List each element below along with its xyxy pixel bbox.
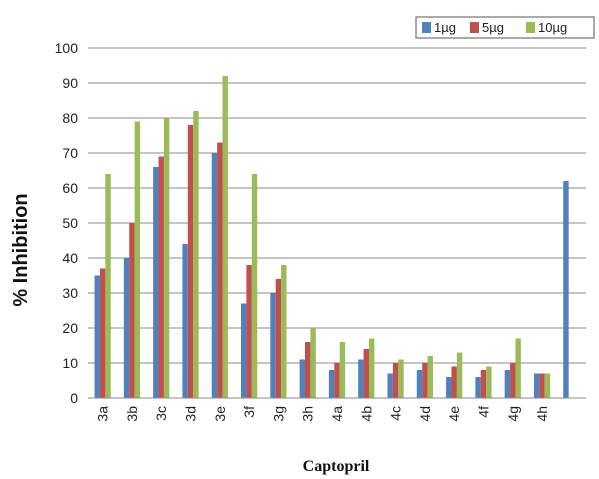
bar [153, 167, 159, 398]
bar [446, 377, 452, 398]
bar [339, 342, 346, 398]
bar [299, 359, 306, 398]
bar [334, 363, 340, 398]
bar [363, 349, 369, 398]
bar [182, 244, 188, 398]
y-tick-label: 60 [62, 180, 78, 196]
x-tick-labels: 3a 3b 3c 3d 3e 3f 3g 3h 4a 4b 4c 4d 4e 4f 4g 4h [95, 406, 550, 422]
bar [305, 342, 311, 398]
x-tick-label: 4d [417, 406, 433, 422]
bar [539, 373, 545, 398]
x-tick-label: 4b [358, 406, 374, 422]
bar [510, 363, 516, 398]
bar [134, 121, 141, 398]
bar [211, 153, 218, 398]
bar [387, 373, 393, 398]
x-tick-label: 3f [241, 406, 257, 418]
y-tick-label: 90 [62, 75, 78, 91]
bars [94, 76, 569, 398]
bar [158, 156, 164, 398]
bar [398, 359, 404, 398]
bar [281, 265, 287, 398]
x-tick-label: 4f [475, 406, 491, 418]
bar [456, 352, 463, 398]
bar [94, 275, 100, 398]
x-tick-label: 4e [446, 406, 462, 422]
legend-label: 10µg [538, 20, 567, 35]
bar [99, 268, 106, 398]
x-tick-label: 3e [212, 406, 228, 422]
x-tick-label: 3d [183, 406, 199, 422]
bar [563, 181, 569, 398]
bar [241, 303, 247, 398]
x-tick-label: 3b [124, 406, 140, 422]
bar [368, 338, 375, 398]
legend-box [415, 16, 595, 39]
bar [163, 118, 170, 398]
x-tick-label: 4h [534, 406, 550, 422]
bar [515, 338, 521, 398]
y-tick-label: 30 [62, 285, 78, 301]
x-tick-label: 4g [505, 406, 521, 422]
y-tick-label: 40 [62, 250, 78, 266]
bar [504, 370, 511, 398]
bar [123, 258, 130, 398]
y-tick-label: 20 [62, 320, 78, 336]
y-tick-label: 10 [62, 355, 78, 371]
x-tick-label: 3a [95, 406, 111, 422]
y-tick-label: 80 [62, 110, 78, 126]
bar [480, 370, 487, 398]
bar [105, 174, 111, 398]
y-tick-label: 70 [62, 145, 78, 161]
y-tick-labels: 0 10 20 30 40 50 60 70 80 90 100 [55, 40, 79, 406]
bar [416, 370, 423, 398]
bar [187, 125, 194, 398]
bar [193, 111, 199, 398]
bar [486, 366, 492, 398]
x-axis-label: Captopril [303, 458, 370, 475]
bar [310, 328, 316, 398]
bar [251, 174, 258, 398]
bar [275, 279, 282, 398]
x-tick-label: 3g [270, 406, 286, 422]
legend: 1µg 5µg 10µg [415, 16, 595, 39]
bar [270, 293, 276, 398]
y-tick-label: 0 [70, 390, 78, 406]
x-tick-label: 3c [153, 406, 169, 421]
bar [544, 373, 551, 398]
legend-swatch [422, 22, 431, 33]
bar [427, 356, 433, 398]
legend-swatch [526, 22, 535, 33]
bar [246, 265, 252, 398]
y-axis-label: % Inhibition [10, 193, 32, 306]
x-tick-label: 3h [300, 406, 316, 422]
bar [533, 373, 540, 398]
x-tick-label: 4a [329, 406, 345, 422]
legend-label: 1µg [434, 20, 456, 35]
bar [422, 363, 428, 398]
x-tick-label: 4c [388, 406, 404, 421]
bar [217, 142, 223, 398]
bar [222, 76, 228, 398]
bar [328, 370, 335, 398]
bar [392, 363, 399, 398]
bar [475, 377, 481, 398]
bar [358, 359, 364, 398]
bar [129, 223, 135, 398]
legend-label: 5µg [482, 20, 504, 35]
gridlines [88, 47, 586, 399]
legend-swatch [470, 22, 479, 33]
bar [451, 366, 457, 398]
y-tick-label: 50 [62, 215, 78, 231]
y-tick-label: 100 [55, 40, 79, 56]
